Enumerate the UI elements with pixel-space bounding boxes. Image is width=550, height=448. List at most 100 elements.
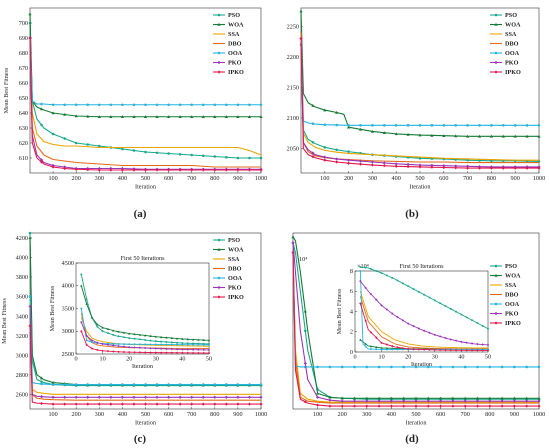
series-marker-ooa xyxy=(181,343,184,346)
series-marker-pso xyxy=(190,153,193,157)
legend-marker-woa xyxy=(217,22,221,26)
series-marker-ipko xyxy=(85,343,88,347)
series-marker-woa xyxy=(39,107,44,111)
y-tick-label: 700 xyxy=(19,20,28,27)
x-tick-label: 700 xyxy=(463,175,472,182)
y-tick-label: 3600 xyxy=(16,294,28,301)
series-marker-pko xyxy=(28,304,32,308)
y-tick-label: 6 xyxy=(350,288,353,295)
series-marker-ipko xyxy=(109,168,113,172)
series-marker-ipko xyxy=(28,324,32,328)
series-marker-ipko xyxy=(86,402,90,406)
series-marker-ooa xyxy=(380,348,383,351)
series-marker-ipko xyxy=(181,351,184,355)
series-marker-pko xyxy=(247,395,252,399)
series-marker-woa xyxy=(513,134,517,138)
series-marker-ooa xyxy=(525,365,528,369)
series-marker-ooa xyxy=(197,343,200,346)
series-marker-woa xyxy=(213,115,217,119)
legend-marker-ooa xyxy=(494,51,498,55)
x-tick-label: 40 xyxy=(179,356,185,363)
series-marker-pko xyxy=(303,361,307,365)
series-marker-pko xyxy=(365,399,369,403)
series-marker-pko xyxy=(454,339,458,342)
series-marker-woa xyxy=(207,339,211,342)
series-marker-ooa xyxy=(391,348,394,351)
series-marker-ooa xyxy=(537,124,541,127)
series-marker-pko xyxy=(525,399,529,403)
x-tick-label: 200 xyxy=(344,175,353,182)
series-marker-ipko xyxy=(90,347,94,350)
series-marker-ooa xyxy=(537,365,541,369)
legend-marker-pko xyxy=(494,60,498,65)
series-marker-ooa xyxy=(40,382,43,386)
legend-marker-ooa xyxy=(217,51,221,55)
series-marker-pko xyxy=(470,342,474,345)
y-tick-label: 630 xyxy=(19,125,28,132)
series-marker-ipko xyxy=(132,168,136,172)
series-marker-pso xyxy=(311,140,315,144)
series-marker-ipko xyxy=(382,164,386,168)
x-tick-label: 400 xyxy=(118,175,127,182)
series-marker-pko xyxy=(323,155,327,159)
series-marker-pso xyxy=(154,340,157,343)
series-marker-pso xyxy=(40,380,43,383)
series-marker-pko xyxy=(128,345,131,349)
series-marker-woa xyxy=(347,125,351,129)
series-marker-ipko xyxy=(165,351,168,354)
series-line-dbo xyxy=(80,312,209,349)
series-marker-pko xyxy=(97,395,101,399)
x-tick-label: 100 xyxy=(320,175,329,182)
series-marker-pso xyxy=(144,339,147,341)
series-marker-ipko xyxy=(335,160,339,164)
series-marker-ipko xyxy=(438,348,442,352)
series-marker-pso xyxy=(487,327,489,330)
series-marker-woa xyxy=(537,134,541,138)
series-marker-ipko xyxy=(525,404,529,408)
y-tick-label: 2100 xyxy=(287,115,299,122)
series-marker-woa xyxy=(303,309,307,313)
series-marker-pko xyxy=(402,399,406,403)
series-marker-woa xyxy=(51,381,55,384)
series-marker-ooa xyxy=(190,383,193,386)
series-marker-pso xyxy=(466,158,469,162)
legend-marker-ipko xyxy=(217,70,221,74)
series-marker-woa xyxy=(86,114,90,118)
series-marker-pso xyxy=(51,132,55,136)
series-marker-ooa xyxy=(176,343,179,346)
y-tick-label: 640 xyxy=(19,110,28,117)
series-marker-pko xyxy=(486,343,490,347)
series-marker-ipko xyxy=(167,402,171,406)
plot-area xyxy=(75,262,210,355)
x-tick-label: 800 xyxy=(485,411,494,418)
series-marker-woa xyxy=(369,345,373,348)
series-marker-ipko xyxy=(259,402,263,406)
series-marker-ooa xyxy=(109,103,113,107)
series-marker-pko xyxy=(475,399,480,403)
series-marker-pso xyxy=(192,342,194,345)
inset-title: First 50 Iterations xyxy=(400,263,445,270)
series-marker-pso xyxy=(380,272,383,274)
series-marker-ipko xyxy=(426,404,430,408)
series-marker-ipko xyxy=(477,166,482,170)
series-marker-pso xyxy=(490,159,493,163)
series-marker-ooa xyxy=(121,103,124,107)
series-marker-ipko xyxy=(377,404,381,408)
series-marker-pko xyxy=(433,333,436,336)
series-marker-pko xyxy=(359,279,362,283)
y-tick-label: 2 xyxy=(350,329,353,336)
series-marker-ooa xyxy=(225,383,228,386)
series-marker-woa xyxy=(74,114,78,118)
y-tick-label: 3200 xyxy=(16,333,28,340)
series-marker-pko xyxy=(86,395,90,399)
x-tick-label: 300 xyxy=(362,411,371,418)
series-marker-pso xyxy=(213,155,217,158)
series-marker-woa xyxy=(364,342,367,345)
series-marker-pko xyxy=(236,395,240,399)
legend-marker-pko xyxy=(217,285,221,290)
series-marker-ipko xyxy=(109,402,113,406)
series-marker-pko xyxy=(120,395,124,399)
x-axis-label: Iteration xyxy=(410,183,431,190)
series-marker-ipko xyxy=(481,349,484,352)
series-marker-pso xyxy=(449,307,452,310)
